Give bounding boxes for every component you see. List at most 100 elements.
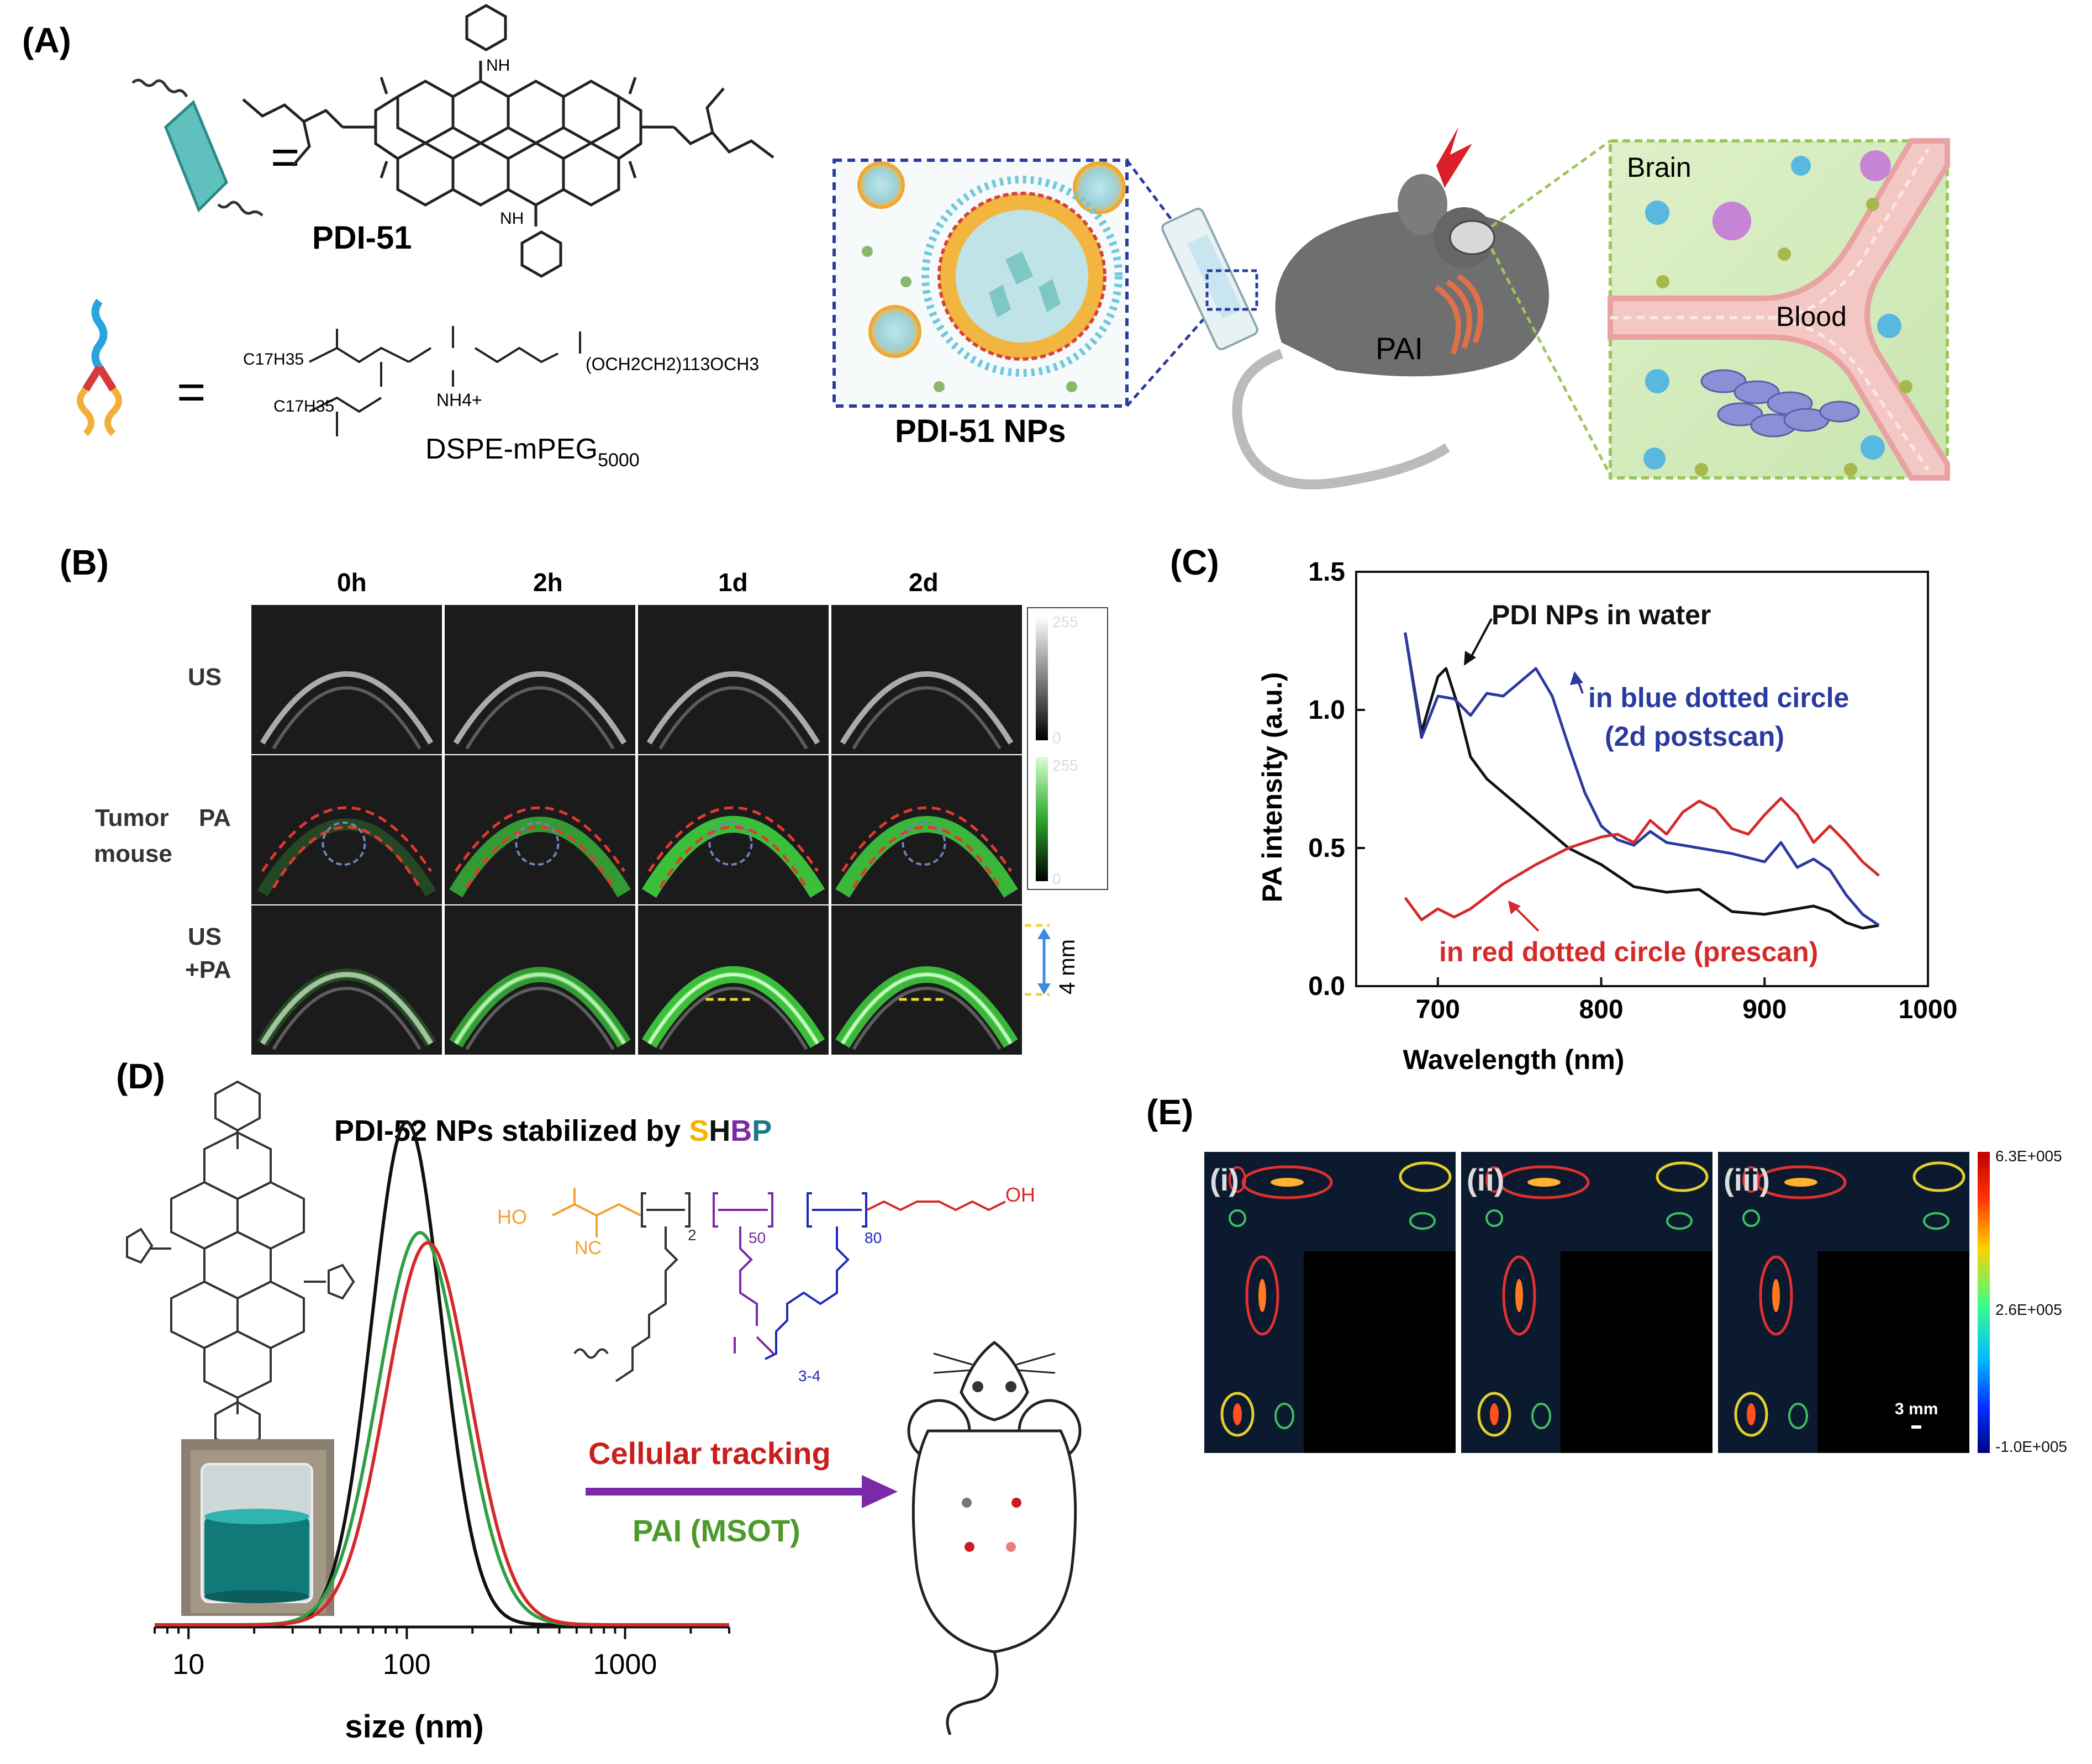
pdi51-structure [242, 4, 774, 278]
e-scale-bar-label: 3 mm [1895, 1400, 1938, 1418]
c-ytick-label: 1.0 [1308, 696, 1345, 725]
blood-label: Blood [1776, 301, 1847, 332]
panel-c: 700 800 900 1000 0.0 0.5 1.0 1.5 Wavelength (nm… [1257, 557, 1957, 1075]
c-series-line-2 [1404, 797, 1880, 922]
dspe-name: DSPE-mPEG5000 [425, 433, 640, 471]
e-red-ellipse-small [1485, 1166, 1503, 1193]
e-scale-bar [1911, 1425, 1921, 1429]
e-signal [1747, 1403, 1756, 1425]
e-green-ellipse-small [1742, 1209, 1760, 1227]
c-xtick-label: 800 [1579, 995, 1624, 1024]
e-colorbar-bottom: -1.0E+005 [1995, 1438, 2067, 1455]
d-title-s: S [689, 1114, 709, 1147]
e-red-vertical-ellipse [1759, 1255, 1793, 1336]
e-signal [1490, 1403, 1499, 1425]
pdi52-structure [126, 1080, 355, 1452]
panel-label-d: (D) [116, 1056, 165, 1096]
panel-b-image-grid [251, 605, 1022, 1055]
shbp-sub-50: 50 [749, 1229, 766, 1246]
b-uspa-highlight [647, 973, 819, 1045]
scale-bar-4mm: 4 mm [1055, 939, 1079, 994]
panel-e: (i) (ii) (iii) 6.3E+005 2.6E+005 -1.0E+005… [1204, 1147, 2067, 1455]
e-green-ellipse-small [1229, 1209, 1246, 1227]
b-tile-pa-0 [251, 755, 442, 904]
pdi51-schematic-icon [131, 78, 264, 217]
shbp-sub-80: 80 [865, 1229, 882, 1246]
c-legend-black: PDI NPs in water [1492, 599, 1711, 630]
dspe-name-main: DSPE-mPEG [425, 433, 598, 465]
b-blue-dotted-circle [902, 822, 946, 866]
b-tile-us-1 [445, 605, 635, 754]
panel-label-c: (C) [1170, 543, 1219, 582]
dspe-name-sub: 5000 [598, 450, 640, 471]
pai-label: PAI [1376, 331, 1423, 366]
b-red-dotted-curve [852, 825, 1002, 889]
row-label-pa2: +PA [185, 956, 231, 983]
d-title-prefix: PDI-52 NPs stabilized by [334, 1114, 689, 1147]
c-plot-frame [1355, 571, 1929, 987]
shbp-ho: HO [497, 1205, 527, 1228]
shbp-structure [552, 1188, 1006, 1382]
cellular-tracking-label: Cellular tracking [588, 1436, 831, 1471]
b-us-arc-inner [272, 987, 421, 1050]
d-xtick-label: 100 [383, 1649, 431, 1681]
panel-b: 0h 2h 1d 2d US PA Tumor mouse US +PA 255… [94, 568, 1108, 1055]
c-legend-blue-2: (2d postscan) [1605, 721, 1784, 752]
c-annotation-arrows [1464, 618, 1584, 932]
col-header-2d: 2d [909, 568, 939, 597]
b-pa-arc [257, 818, 436, 897]
nanoparticle-zoom-box [832, 159, 1129, 408]
col-header-0h: 0h [337, 568, 367, 597]
e-green-ellipse-lower [1531, 1403, 1551, 1429]
e-red-ellipse [1498, 1165, 1590, 1199]
shbp-nc: NC [575, 1238, 602, 1259]
panel-label-e: (E) [1146, 1092, 1193, 1132]
e-tile-blank [1817, 1251, 1969, 1453]
b-us-arc [260, 972, 434, 1045]
e-red-ellipse [1755, 1165, 1847, 1199]
e-green-ellipse-lower [1274, 1403, 1294, 1429]
b-us-arc [646, 671, 820, 745]
c-series-line-1 [1404, 632, 1880, 927]
b-tile-us-3 [831, 605, 1022, 754]
b-us-arc [260, 671, 434, 745]
e-red-vertical-ellipse [1245, 1255, 1279, 1336]
e-green-ellipse-small [1485, 1209, 1503, 1227]
b-us-arc-inner [658, 686, 808, 750]
e-red-ellipse [1241, 1165, 1333, 1199]
b-uspa-highlight [261, 973, 433, 1045]
b-us-arc-inner [465, 987, 615, 1050]
dspe-nh4: NH4+ [436, 390, 482, 410]
e-signal [1527, 1178, 1561, 1187]
b-us-arc-inner [658, 987, 808, 1050]
e-red-ellipse-small [1742, 1166, 1760, 1193]
b-us-arc-inner [272, 686, 421, 750]
panel-d: PDI-52 NPs stabilized by SHBP [126, 1080, 1082, 1745]
d-title-h: H [709, 1114, 730, 1147]
e-green-ellipse [1409, 1212, 1436, 1230]
green-colorbar [1036, 757, 1048, 881]
pdi51-nh-top: NH [486, 56, 510, 75]
e-signal [1772, 1279, 1780, 1312]
dspe-c17h35-top: C17H35 [243, 350, 304, 368]
b-red-dotted-curve [465, 825, 615, 889]
size-distribution-chart: 10 100 1000 [154, 1120, 730, 1681]
e-yellow-ellipse [1399, 1161, 1452, 1192]
e-yellow-ellipse [1912, 1161, 1965, 1192]
b-us-arc [840, 671, 1014, 745]
dspe-structure [309, 326, 581, 436]
gray-scale-bottom: 0 [1052, 729, 1061, 746]
b-blue-dotted-circle [322, 822, 366, 866]
c-legend-red: in red dotted circle (prescan) [1439, 936, 1818, 967]
e-green-ellipse [1666, 1212, 1693, 1230]
b-tile-us-0 [251, 605, 442, 754]
e-red-vertical-ellipse [1502, 1255, 1536, 1336]
b-blue-dotted-circle [515, 822, 560, 866]
row-label-mouse: mouse [94, 840, 172, 867]
d-distribution-curve-2 [155, 1241, 729, 1626]
b-pa-arc [835, 816, 1018, 898]
b-tile-us-2 [638, 605, 829, 754]
dspe-peg-chain: (OCH2CH2)113OCH3 [586, 354, 759, 374]
b-pa-arc [641, 815, 825, 898]
green-scale-top: 255 [1052, 757, 1078, 774]
